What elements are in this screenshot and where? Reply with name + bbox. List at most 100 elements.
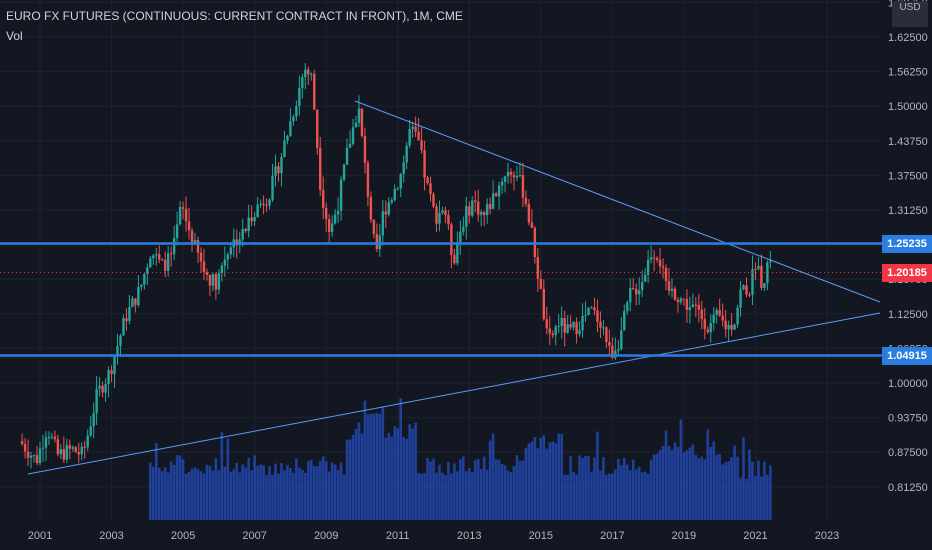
candle bbox=[107, 366, 110, 398]
x-tick-label: 2009 bbox=[314, 530, 338, 542]
candle-body bbox=[304, 69, 307, 78]
candle bbox=[372, 219, 376, 239]
volume-indicator-label[interactable]: Vol bbox=[6, 29, 23, 43]
candle bbox=[202, 249, 206, 280]
candle-body bbox=[86, 435, 89, 448]
candle-body bbox=[712, 314, 715, 323]
volume-bar bbox=[396, 428, 400, 520]
candle bbox=[166, 245, 170, 277]
volume-bar bbox=[366, 414, 370, 520]
candle bbox=[509, 168, 513, 184]
volume-bar bbox=[459, 459, 462, 520]
candle bbox=[596, 299, 599, 333]
candle-body bbox=[518, 175, 522, 177]
candle-body bbox=[697, 304, 701, 310]
candle-body bbox=[435, 206, 438, 224]
volume-bar bbox=[432, 458, 435, 520]
volume-bar bbox=[169, 461, 173, 520]
candle bbox=[32, 454, 36, 463]
volume-bar bbox=[673, 442, 677, 520]
ascending-trendline[interactable] bbox=[27, 312, 881, 475]
candle bbox=[316, 109, 319, 155]
volume-bar bbox=[387, 432, 391, 520]
candle bbox=[77, 442, 80, 464]
descending-trendline[interactable] bbox=[354, 100, 881, 303]
candle bbox=[199, 247, 203, 273]
candle bbox=[89, 416, 92, 438]
volume-bar bbox=[390, 436, 394, 520]
x-tick-label: 2019 bbox=[672, 530, 696, 542]
candle bbox=[59, 444, 63, 460]
candle bbox=[247, 204, 250, 238]
chart-title: EURO FX FUTURES (CONTINUOUS: CURRENT CON… bbox=[6, 9, 463, 23]
volume-bar bbox=[336, 470, 340, 520]
resistance-price-badge: 1.25235 bbox=[882, 235, 932, 253]
candle bbox=[632, 278, 635, 291]
candle-body bbox=[766, 262, 769, 284]
candle-body bbox=[667, 281, 671, 291]
volume-bar bbox=[658, 449, 662, 520]
volume-bar bbox=[187, 471, 191, 520]
candle bbox=[465, 196, 468, 240]
candle bbox=[530, 209, 534, 229]
candle bbox=[366, 160, 370, 207]
volume-bar bbox=[703, 459, 707, 520]
candle-body bbox=[38, 448, 42, 464]
candle-body bbox=[640, 281, 644, 291]
currency-badge[interactable]: USD bbox=[892, 1, 928, 27]
trendline-drawings[interactable] bbox=[0, 100, 882, 475]
candle bbox=[131, 296, 134, 308]
candle-body bbox=[322, 189, 325, 208]
time-axis[interactable]: 2001 2003 2005 2007 2009 2011 2013 2015 2017 2019… bbox=[28, 530, 839, 542]
candle-body bbox=[500, 181, 504, 186]
candle bbox=[760, 254, 763, 291]
candle-body bbox=[584, 315, 587, 317]
candle-body bbox=[515, 175, 519, 178]
candle bbox=[557, 314, 560, 334]
volume-bar bbox=[617, 458, 620, 520]
volume-bar bbox=[289, 467, 292, 520]
volume-bar bbox=[721, 464, 724, 520]
volume-bar bbox=[500, 464, 504, 520]
candle-body bbox=[351, 127, 355, 145]
candle-body bbox=[342, 164, 346, 180]
candle-body bbox=[327, 219, 331, 233]
candle bbox=[456, 231, 459, 266]
volume-bar bbox=[622, 457, 626, 520]
candle-body bbox=[181, 207, 185, 209]
candle-body bbox=[614, 350, 617, 358]
candle bbox=[733, 323, 736, 331]
volume-bar bbox=[196, 468, 200, 520]
candle-body bbox=[169, 253, 173, 255]
candle bbox=[679, 296, 683, 305]
candle-body bbox=[95, 388, 98, 414]
support-price-badge: 1.04915 bbox=[882, 347, 932, 365]
candle-body bbox=[152, 255, 155, 259]
candle bbox=[44, 431, 48, 461]
candle bbox=[319, 137, 322, 196]
volume-bar bbox=[715, 454, 719, 520]
volume-bar bbox=[268, 466, 271, 520]
candle-body bbox=[617, 349, 620, 351]
candle-body bbox=[462, 226, 465, 232]
chart-grid bbox=[0, 0, 882, 520]
candle bbox=[187, 207, 191, 240]
candle bbox=[134, 298, 137, 313]
candle-body bbox=[474, 200, 477, 202]
candle bbox=[629, 278, 632, 312]
candle-body bbox=[128, 306, 131, 322]
candle bbox=[599, 311, 602, 338]
volume-bar bbox=[485, 469, 489, 520]
candle bbox=[479, 209, 483, 227]
x-tick-label: 2003 bbox=[99, 530, 123, 542]
candle-body bbox=[748, 294, 751, 296]
candle bbox=[670, 278, 674, 298]
candle-body bbox=[456, 244, 459, 264]
candle-body bbox=[670, 288, 674, 291]
candle-body bbox=[539, 278, 543, 289]
candle-body bbox=[417, 131, 420, 141]
candle-body bbox=[742, 285, 745, 290]
candle-body bbox=[688, 307, 692, 311]
candle bbox=[593, 297, 596, 316]
